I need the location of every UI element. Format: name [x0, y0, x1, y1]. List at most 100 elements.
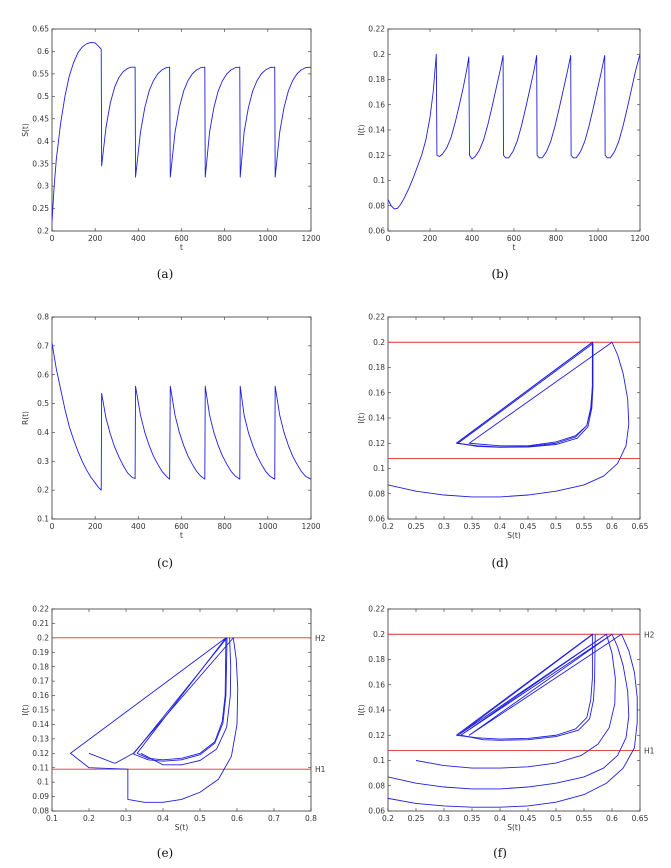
x-tick-label: 800 — [549, 234, 564, 243]
y-tick-label: 0.14 — [368, 706, 385, 715]
y-tick-label: 0.14 — [368, 126, 385, 135]
y-tick-label: 0.3 — [37, 457, 49, 466]
y-tick-label: 0.21 — [32, 619, 49, 628]
y-tick-label: 0.65 — [32, 25, 49, 34]
x-tick-label: 0.4 — [157, 814, 169, 823]
y-axis-label: S(t) — [21, 123, 30, 137]
x-axis-label: S(t) — [175, 823, 189, 832]
plot-frame — [51, 608, 312, 812]
x-axis-label: t — [180, 531, 183, 540]
x-tick-label: 0.45 — [520, 522, 537, 531]
panel-caption: (a) — [157, 267, 174, 281]
x-tick-label: 0.2 — [83, 814, 95, 823]
y-tick-label: 0.2 — [373, 50, 385, 59]
y-tick-label: 0.2 — [37, 486, 49, 495]
panel-caption: (d) — [491, 556, 508, 570]
x-tick-label: 1200 — [630, 234, 649, 243]
x-tick-label: 0.55 — [576, 814, 593, 823]
x-axis-label: t — [513, 243, 516, 252]
plot-frame — [387, 608, 641, 812]
x-tick-label: 0.5 — [550, 814, 562, 823]
y-tick-label: 0.1 — [37, 778, 49, 787]
plot-frame — [387, 28, 641, 232]
y-tick-label: 0.16 — [368, 680, 385, 689]
y-tick-label: 0.25 — [32, 204, 49, 213]
x-tick-label: 0 — [50, 522, 55, 531]
series-line — [52, 42, 311, 223]
x-tick-label: 0.6 — [231, 814, 243, 823]
x-tick-label: 600 — [174, 522, 189, 531]
y-tick-label: 0.5 — [37, 399, 49, 408]
y-tick-label: 0.13 — [32, 734, 49, 743]
y-tick-label: 0.11 — [32, 763, 49, 772]
x-axis-label: t — [180, 243, 183, 252]
threshold-label: H1 — [644, 746, 655, 755]
x-tick-label: 1000 — [258, 234, 277, 243]
y-tick-label: 0.22 — [368, 313, 385, 322]
y-tick-label: 0.14 — [32, 720, 49, 729]
y-tick-label: 0.16 — [368, 100, 385, 109]
y-tick-label: 0.08 — [368, 201, 385, 210]
x-tick-label: 0 — [50, 234, 55, 243]
panel-e: 0.1 0.2 0.3 0.4 0.5 0.6 0.7 0.8 0.08 0.09 0.1 0.11 0… — [21, 605, 326, 860]
threshold-label: H1 — [315, 765, 326, 774]
y-tick-label: 0.22 — [368, 25, 385, 34]
y-tick-label: 0.5 — [37, 92, 49, 101]
series-line — [415, 634, 616, 769]
y-tick-label: 0.08 — [368, 781, 385, 790]
y-tick-label: 0.7 — [37, 341, 49, 350]
y-tick-label: 0.1 — [373, 756, 385, 765]
y-tick-label: 0.12 — [368, 439, 385, 448]
y-tick-label: 0.1 — [373, 464, 385, 473]
x-tick-label: 0.4 — [494, 522, 506, 531]
x-tick-label: 0.2 — [382, 814, 394, 823]
series-line — [457, 343, 594, 448]
series-line — [136, 637, 227, 761]
y-tick-label: 0.8 — [37, 313, 49, 322]
x-tick-label: 600 — [174, 234, 189, 243]
x-tick-label: 0.5 — [194, 814, 206, 823]
y-tick-label: 0.08 — [32, 807, 49, 816]
panel-a: 0 200 400 600 800 1000 1200 0.2 0.25 0.3 0.35 0.4 0.… — [21, 25, 321, 281]
x-axis-label: S(t) — [507, 531, 521, 540]
y-axis-label: I(t) — [357, 124, 366, 135]
x-tick-label: 600 — [507, 234, 522, 243]
x-tick-label: 1200 — [301, 234, 320, 243]
y-tick-label: 0.09 — [32, 792, 49, 801]
x-tick-label: 400 — [465, 234, 480, 243]
plot-frame — [51, 28, 312, 232]
y-axis-label: I(t) — [357, 704, 366, 715]
x-tick-label: 400 — [131, 522, 146, 531]
panel-f: 0.2 0.25 0.3 0.35 0.4 0.45 0.5 0.55 0.6 0.650.060… — [357, 605, 655, 860]
series-line — [460, 634, 596, 741]
x-tick-label: 0.7 — [268, 814, 280, 823]
y-tick-label: 0.1 — [37, 515, 49, 524]
y-tick-label: 0.17 — [32, 677, 49, 686]
series-line — [456, 633, 593, 740]
x-tick-label: 800 — [218, 234, 233, 243]
x-tick-label: 200 — [423, 234, 438, 243]
y-tick-label: 0.45 — [32, 114, 49, 123]
y-tick-label: 0.22 — [32, 605, 49, 614]
x-tick-label: 0.65 — [632, 522, 649, 531]
y-tick-label: 0.06 — [368, 807, 385, 816]
series-line — [388, 53, 640, 210]
y-tick-label: 0.12 — [32, 749, 49, 758]
y-tick-label: 0.2 — [373, 630, 385, 639]
y-tick-label: 0.12 — [368, 151, 385, 160]
panel-caption: (c) — [157, 556, 173, 570]
x-tick-label: 0 — [386, 234, 391, 243]
x-tick-label: 0.6 — [606, 814, 618, 823]
y-tick-label: 0.18 — [368, 75, 385, 84]
panel-caption: (f) — [493, 846, 507, 860]
y-tick-label: 0.55 — [32, 69, 49, 78]
x-tick-label: 1000 — [588, 234, 607, 243]
x-tick-label: 0.35 — [464, 522, 481, 531]
x-tick-label: 400 — [131, 234, 146, 243]
y-axis-label: R(t) — [21, 411, 30, 425]
panel-caption: (b) — [491, 267, 508, 281]
y-tick-label: 0.06 — [368, 227, 385, 236]
y-axis-label: I(t) — [21, 704, 30, 715]
y-tick-label: 0.06 — [368, 515, 385, 524]
